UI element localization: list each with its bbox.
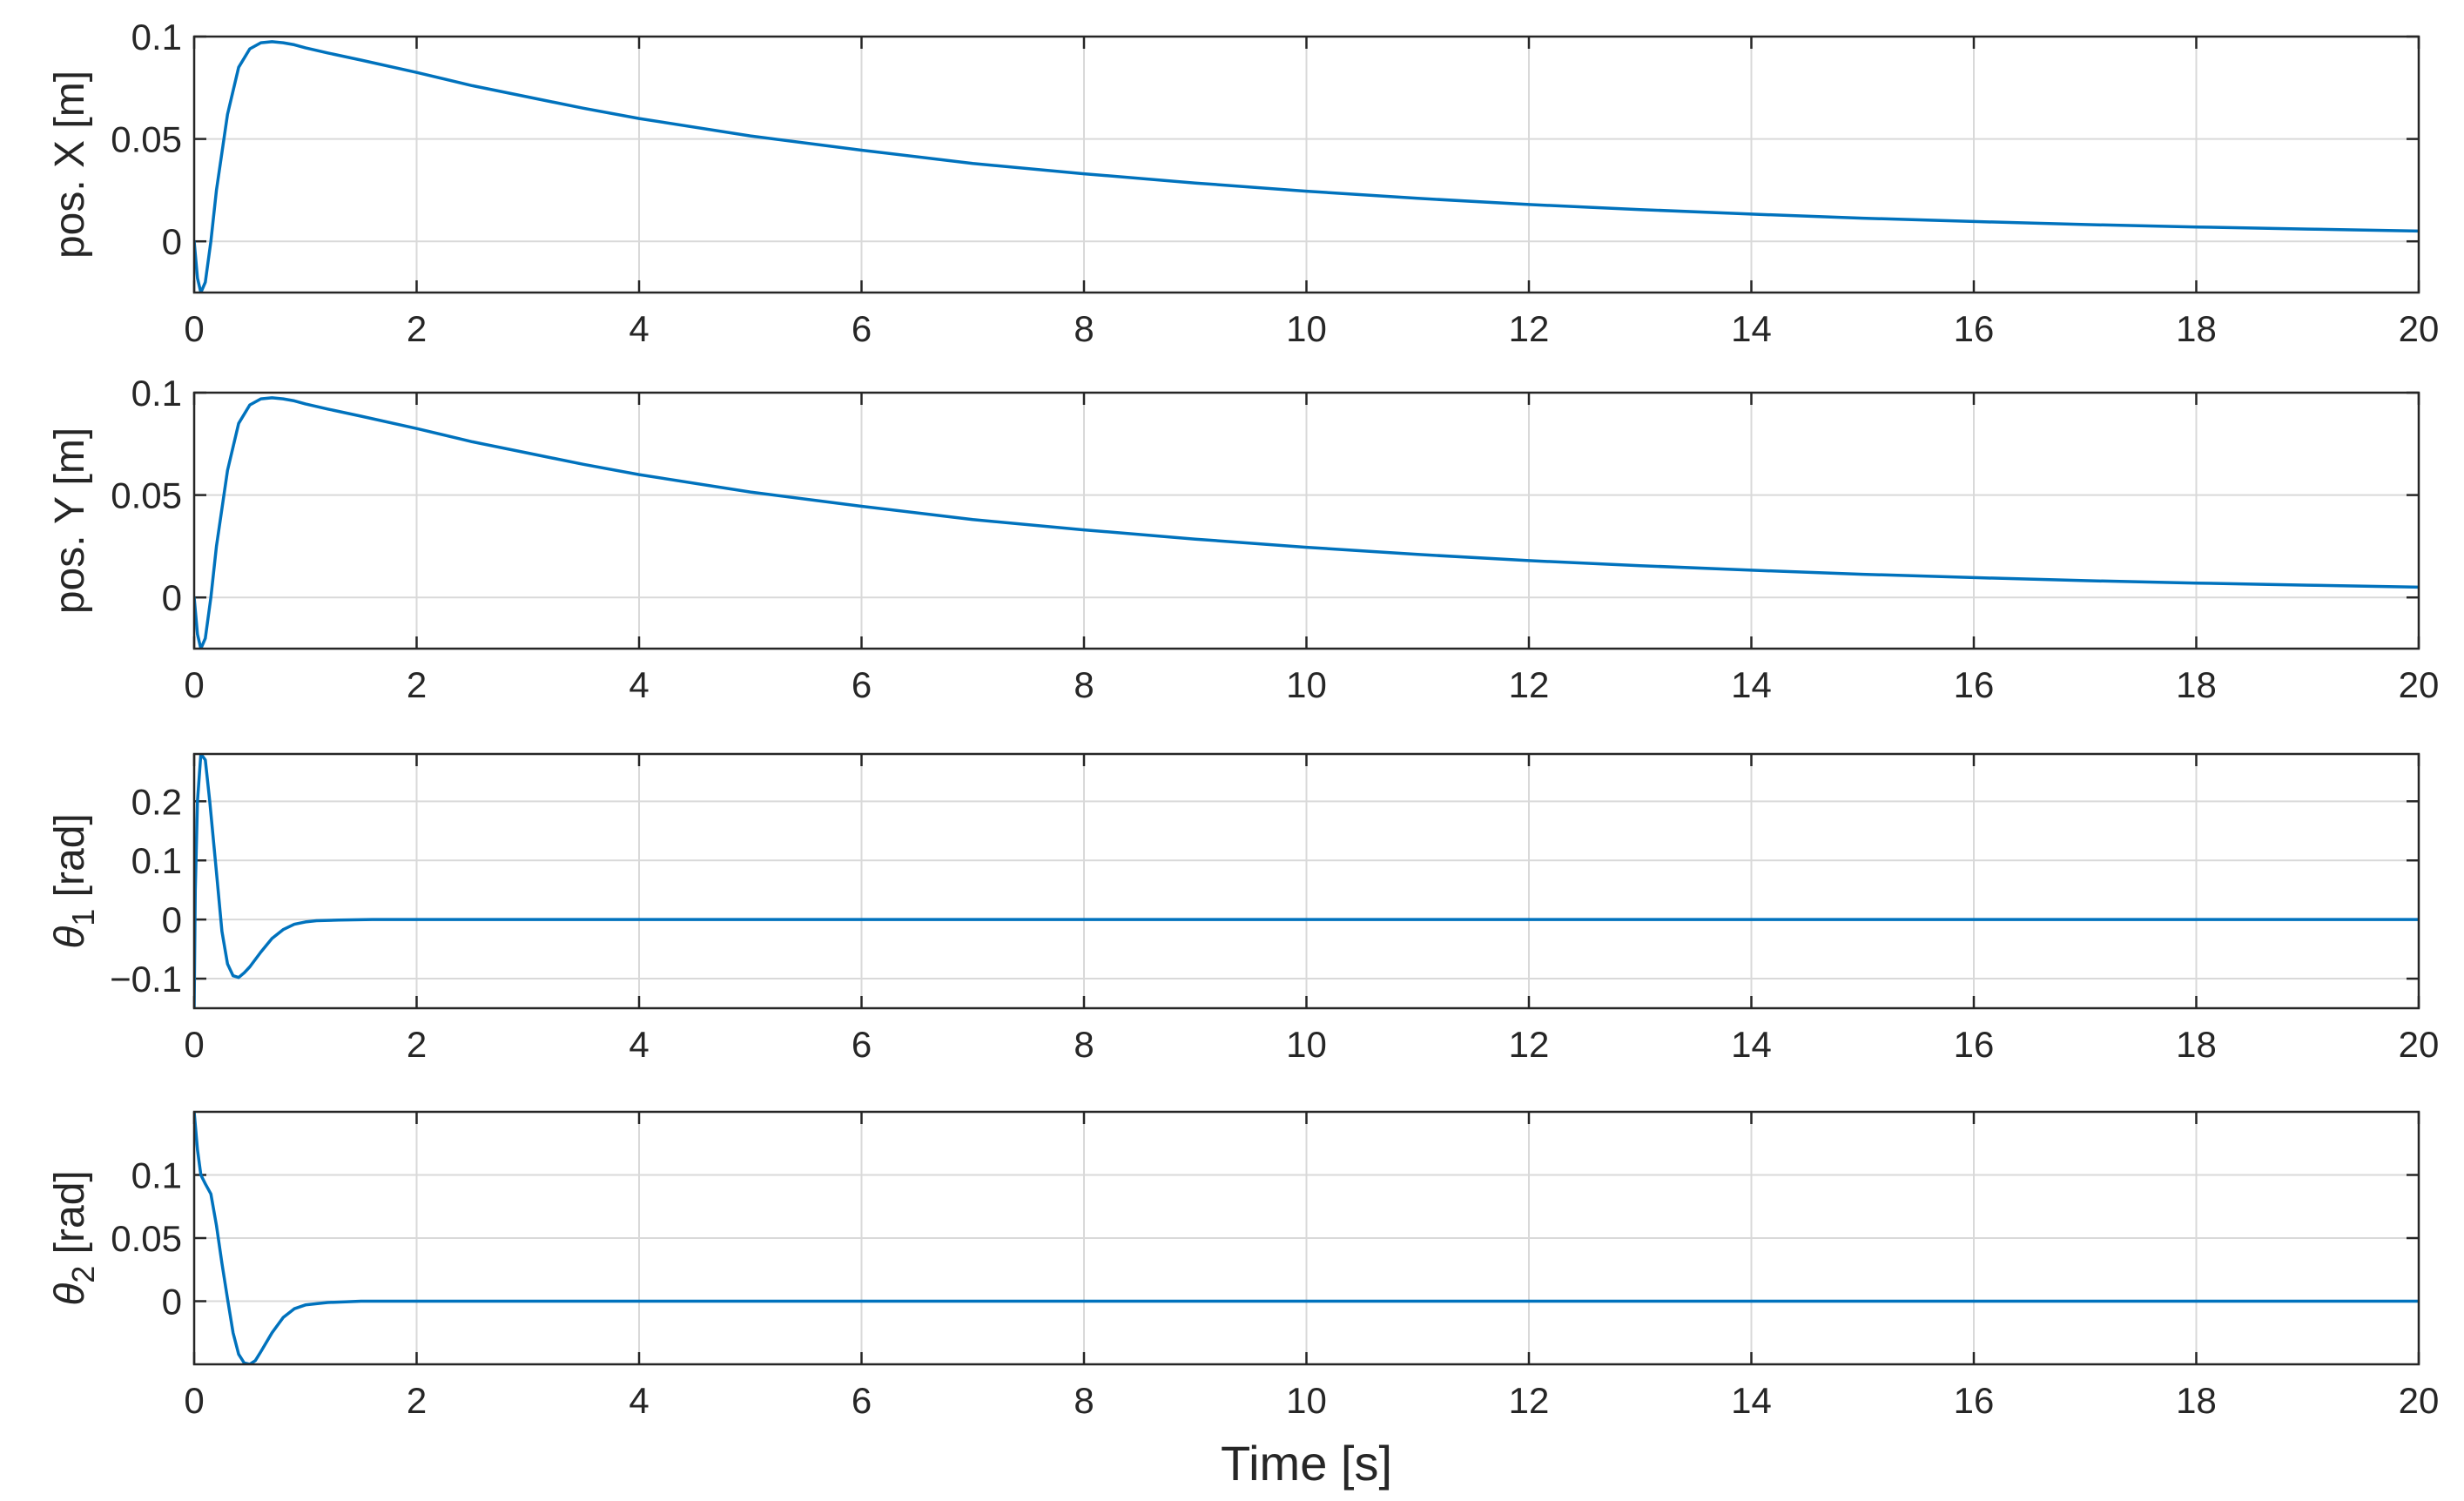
- y-tick-label: 0.1: [131, 840, 182, 881]
- x-tick-label: 16: [1954, 1380, 1995, 1421]
- x-axis-label: Time [s]: [1221, 1436, 1392, 1491]
- y-tick-label: 0: [162, 577, 182, 618]
- x-tick-label: 16: [1954, 1024, 1995, 1065]
- y-tick-label: 0: [162, 899, 182, 940]
- series-line-1: [194, 396, 2419, 649]
- series-line-1: [194, 1112, 2419, 1364]
- x-tick-label: 18: [2176, 308, 2217, 349]
- x-tick-label: 10: [1286, 308, 1327, 349]
- x-tick-label: 14: [1731, 664, 1772, 705]
- x-tick-label: 18: [2176, 1024, 2217, 1065]
- subplot-3: 0 2 4 6 8 10 12 14 16 18 20−0.100.10.2θ1 [rad]: [47, 752, 2440, 1065]
- x-tick-label: 14: [1731, 1380, 1772, 1421]
- x-tick-label: 4: [629, 1024, 649, 1065]
- x-tick-label: 14: [1731, 308, 1772, 349]
- x-tick-label: 6: [852, 1380, 872, 1421]
- y-axis-label-unit: [rad]: [47, 813, 93, 908]
- x-tick-label: 18: [2176, 1380, 2217, 1421]
- y-tick-label: 0.1: [131, 373, 182, 414]
- y-axis-label-subscript: 1: [65, 909, 101, 926]
- x-tick-label: 2: [407, 664, 427, 705]
- y-axis-label: θ2 [rad]: [47, 1170, 101, 1305]
- x-tick-label: 20: [2399, 308, 2440, 349]
- y-axis-label-symbol: θ: [47, 926, 93, 949]
- x-tick-label: 16: [1954, 308, 1995, 349]
- x-tick-label: 8: [1074, 1024, 1094, 1065]
- y-axis-label: pos. Y [m]: [47, 427, 93, 614]
- x-tick-label: 12: [1509, 664, 1550, 705]
- subplot-2: 0 2 4 6 8 10 12 14 16 18 20 0 0.05 0.1 pos. Y [m]: [47, 373, 2439, 705]
- x-tick-label: 20: [2399, 664, 2440, 705]
- x-tick-label: 10: [1286, 664, 1327, 705]
- y-tick-label: 0.1: [131, 1155, 182, 1196]
- axes-frame: [192, 1110, 2420, 1366]
- y-tick-label: 0.1: [131, 17, 182, 57]
- y-tick-label: 0.2: [131, 781, 182, 822]
- x-tick-label: 18: [2176, 664, 2217, 705]
- x-tick-label: 12: [1509, 1380, 1550, 1421]
- axes-frame: [192, 35, 2420, 294]
- x-tick-label: 4: [629, 1380, 649, 1421]
- series-line-1: [194, 754, 2419, 1008]
- x-tick-label: 4: [629, 664, 649, 705]
- x-tick-label: 0: [184, 1380, 204, 1421]
- x-tick-label: 10: [1286, 1380, 1327, 1421]
- y-tick-label: −0.1: [110, 959, 182, 1000]
- y-tick-label: 0.05: [111, 1218, 182, 1259]
- x-tick-label: 6: [852, 308, 872, 349]
- y-tick-label: 0: [162, 221, 182, 262]
- x-tick-label: 0: [184, 308, 204, 349]
- x-tick-label: 20: [2399, 1024, 2440, 1065]
- x-tick-label: 6: [852, 664, 872, 705]
- x-tick-label: 2: [407, 1380, 427, 1421]
- x-tick-label: 14: [1731, 1024, 1772, 1065]
- axes-frame: [192, 752, 2420, 1010]
- x-tick-label: 2: [407, 1024, 427, 1065]
- y-axis-label: θ1 [rad]: [47, 813, 101, 948]
- x-tick-label: 10: [1286, 1024, 1327, 1065]
- x-tick-label: 8: [1074, 308, 1094, 349]
- x-tick-label: 6: [852, 1024, 872, 1065]
- axes-frame: [192, 391, 2420, 650]
- y-tick-label: 0.05: [111, 119, 182, 160]
- x-tick-label: 4: [629, 308, 649, 349]
- x-tick-label: 20: [2399, 1380, 2440, 1421]
- x-tick-label: 8: [1074, 664, 1094, 705]
- x-tick-label: 0: [184, 1024, 204, 1065]
- x-tick-label: 12: [1509, 308, 1550, 349]
- y-axis-label-subscript: 2: [65, 1266, 101, 1283]
- y-tick-label: 0: [162, 1282, 182, 1323]
- subplot-1: 0 2 4 6 8 10 12 14 16 18 20 0 0.05 0.1 pos. X [m]: [47, 17, 2439, 349]
- x-tick-label: 16: [1954, 664, 1995, 705]
- x-tick-label: 8: [1074, 1380, 1094, 1421]
- series-line-1: [194, 40, 2419, 293]
- y-tick-label: 0.05: [111, 475, 182, 516]
- y-axis-label-unit: [rad]: [47, 1170, 93, 1265]
- x-tick-label: 2: [407, 308, 427, 349]
- y-axis-label-symbol: θ: [47, 1283, 93, 1306]
- x-tick-label: 12: [1509, 1024, 1550, 1065]
- y-axis-label: pos. X [m]: [47, 71, 93, 259]
- x-tick-label: 0: [184, 664, 204, 705]
